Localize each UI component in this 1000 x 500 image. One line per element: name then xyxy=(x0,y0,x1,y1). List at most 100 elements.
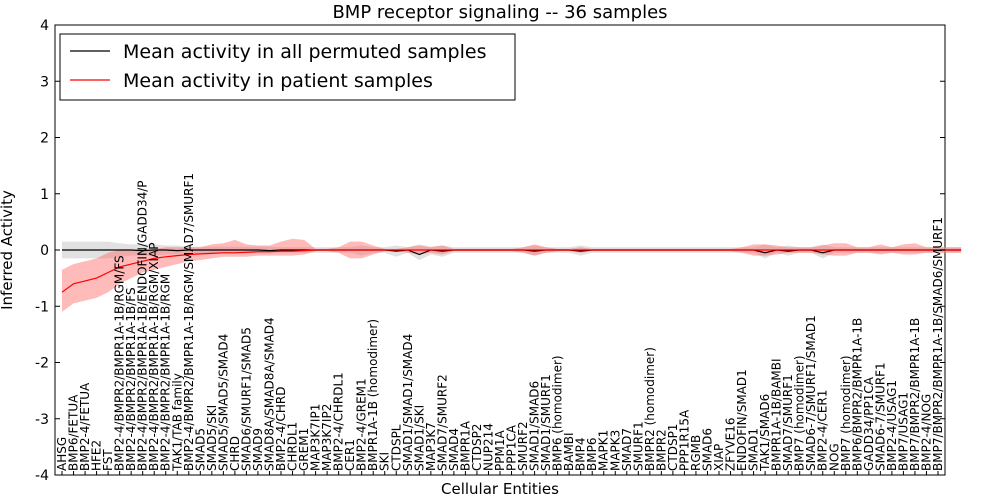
x-tick-label: PPP1CA xyxy=(505,424,519,471)
x-tick-label: BMP2-4/CHRD xyxy=(274,387,288,471)
x-tick-label: ENDOFIN/SMAD1 xyxy=(735,369,749,471)
confidence-bands xyxy=(62,238,962,312)
y-axis-label: Inferred Activity xyxy=(0,190,16,310)
x-tick-label: BMP2-4/FETUA xyxy=(78,382,92,471)
x-tick-label: BMP6/BMPR2/BMPR1A-1B xyxy=(850,318,864,471)
x-tick-label: AHSG xyxy=(55,437,69,471)
x-tick-label: CHRD xyxy=(228,436,242,471)
y-tick-label: 4 xyxy=(40,18,49,34)
x-tick-label: BMP2-4/BMPR2/BMPR1A-1B/RGM/XIAP xyxy=(147,242,161,471)
x-tick-label: PPP1R15A xyxy=(677,409,691,471)
x-tick-label: BMP7 (homodimer) xyxy=(793,355,807,471)
x-tick-label: MAPK3 xyxy=(608,430,622,471)
x-tick-label: SMAD5/SKI xyxy=(205,405,219,471)
x-axis-label: Cellular Entities xyxy=(441,480,559,498)
x-tick-label: CTDSP1 xyxy=(666,424,680,471)
x-tick-label: TAK1/SMAD6 xyxy=(758,394,772,472)
x-tick-label: SMAD5 xyxy=(193,428,207,471)
line-series-1 xyxy=(61,249,962,293)
x-tick-label: BMPR1A-1B/BAMBI xyxy=(770,358,784,471)
x-tick-label: BMP7 (homodimer) xyxy=(839,355,853,471)
x-tick-label: HFE2 xyxy=(90,440,104,471)
x-tick-label: BMP7/BMPR2/BMPR1A-1B/SMAD6/SMURF1 xyxy=(931,217,945,471)
band-series-0 xyxy=(62,241,962,261)
x-tick-label: SMAD1/SMAD6 xyxy=(528,381,542,471)
x-tick-label: CER1 xyxy=(343,439,357,471)
x-tick-label: BMP2-4/CHRDL1 xyxy=(332,372,346,471)
x-tick-label: NOG xyxy=(827,443,841,471)
y-axis: -4 -3 -2 -1 0 1 2 3 4 xyxy=(35,18,945,484)
x-tick-label: FST xyxy=(101,449,115,471)
x-tick-label: GREM1 xyxy=(297,428,311,471)
x-tick-label: BMP2-4/BMPR2/BMPR1A-1B/ENDOFIN/GADD34/P xyxy=(136,180,150,471)
x-tick-label: SMAD8A/SMAD8A/SMAD4 xyxy=(263,317,277,471)
x-tick-label: BMPR1A-1B (homodimer) xyxy=(366,319,380,471)
legend: Mean activity in all permuted samples Me… xyxy=(59,33,516,101)
chart-title: BMP receptor signaling -- 36 samples xyxy=(332,2,667,23)
x-tick-label: CHRDL1 xyxy=(286,422,300,471)
x-tick-label: MAP3K7IP2 xyxy=(320,404,334,471)
x-tick-label: BMP7/BMPR2/BMPR1A-1B xyxy=(908,318,922,471)
x-tick-label: SMAD6 xyxy=(701,428,715,471)
x-tick-label: SKI xyxy=(378,452,392,471)
x-tick-label: GADD34/PP1CA xyxy=(862,376,876,471)
y-tick-label: 3 xyxy=(40,74,49,90)
x-tick-label: SMURF1 xyxy=(631,421,645,471)
x-tick-label: BMP2-4/BMPR2/BMPR1A-1B/RGM/SMAD7/SMURF1 xyxy=(182,173,196,471)
x-tick-label: SMAD7/SMURF2 xyxy=(435,374,449,471)
y-tick-label: 0 xyxy=(40,243,49,259)
x-tick-label: CTDSPL xyxy=(389,424,403,471)
x-tick-label: SMAD6-7/SMURF1/SMAD1 xyxy=(804,315,818,471)
x-tick-label: BMP2-4/BMPR2/BMPR1A-1B/FS xyxy=(124,287,138,471)
y-tick-label: -4 xyxy=(35,468,49,484)
x-tick-label: BMPR1A xyxy=(458,420,472,471)
x-tick-label: SMAD4 xyxy=(447,428,461,471)
x-tick-label: MAP3K7 xyxy=(424,422,438,471)
x-tick-label: BMP6 (homodimer) xyxy=(551,355,565,471)
x-tick-label: SMAD9 xyxy=(251,428,265,471)
x-tick-label: MAPK1 xyxy=(597,430,611,471)
x-tick-label: BMPR2 xyxy=(654,429,668,471)
series-lines xyxy=(61,249,962,293)
x-tick-label: BAMBI xyxy=(562,432,576,471)
x-tick-label: SMAD1 xyxy=(747,428,761,471)
y-tick-label: -3 xyxy=(35,412,49,428)
x-tick-label: TAK1/TAB family xyxy=(170,373,184,472)
x-tick-label: SMAD1/SMAD1/SMAD4 xyxy=(401,334,415,471)
x-tick-label: BMP6/FETUA xyxy=(67,394,81,471)
x-tick-label: BMP2-4/BMPR2/BMPR1A-1B/RGM xyxy=(159,274,173,471)
x-tick-label: SMAD6-7/SMURF1 xyxy=(873,362,887,471)
x-tick-label: BMP7/USAG1 xyxy=(896,392,910,471)
y-tick-label: 2 xyxy=(40,131,49,147)
x-tick-label: BMP2-4/USAG1 xyxy=(885,380,899,471)
x-tick-label: PPM1A xyxy=(493,430,507,471)
x-tick-label: SMAD5/SMAD5/SMAD4 xyxy=(216,334,230,471)
x-tick-label: BMP2-4/GREM1 xyxy=(355,378,369,471)
x-tick-label: XIAP xyxy=(712,444,726,471)
x-tick-label: CTDSP2 xyxy=(470,424,484,471)
y-tick-label: -1 xyxy=(35,299,49,315)
x-tick-label: RGMB xyxy=(689,435,703,471)
x-tick-label: BMP2-4/BMPR2/BMPR1A-1B/RGM/FS xyxy=(113,255,127,471)
x-tick-label: ZFYVE16 xyxy=(724,417,738,471)
x-tick-label: MAP3K7IP1 xyxy=(309,404,323,471)
y-tick-label: -2 xyxy=(35,356,49,372)
x-tick-label: SMAD1/SKI xyxy=(412,405,426,471)
legend-box xyxy=(59,33,516,101)
x-tick-label: SMAD7/SMURF1 xyxy=(781,374,795,471)
x-tick-label: SMAD6/SMURF1/SMAD5 xyxy=(239,327,253,471)
legend-label-patient: Mean activity in patient samples xyxy=(123,70,433,92)
x-tick-label: BMP2-4/CER1 xyxy=(816,390,830,471)
x-tick-label: SMAD1/SMURF1 xyxy=(539,374,553,471)
x-tick-label: SMAD7 xyxy=(620,428,634,471)
x-tick-label: SMURF2 xyxy=(516,421,530,471)
legend-label-permuted: Mean activity in all permuted samples xyxy=(123,41,486,63)
x-tick-label: BMP6 xyxy=(585,438,599,471)
x-tick-label: BMPR2 (homodimer) xyxy=(643,347,657,471)
x-tick-label: BMP4 xyxy=(574,438,588,471)
x-tick-label: NUP214 xyxy=(482,423,496,471)
x-axis: AHSGBMP6/FETUABMP2-4/FETUAHFE2FSTBMP2-4/… xyxy=(55,173,945,475)
y-tick-label: 1 xyxy=(40,187,49,203)
x-tick-label: BMP2-4/NOG xyxy=(920,394,934,471)
